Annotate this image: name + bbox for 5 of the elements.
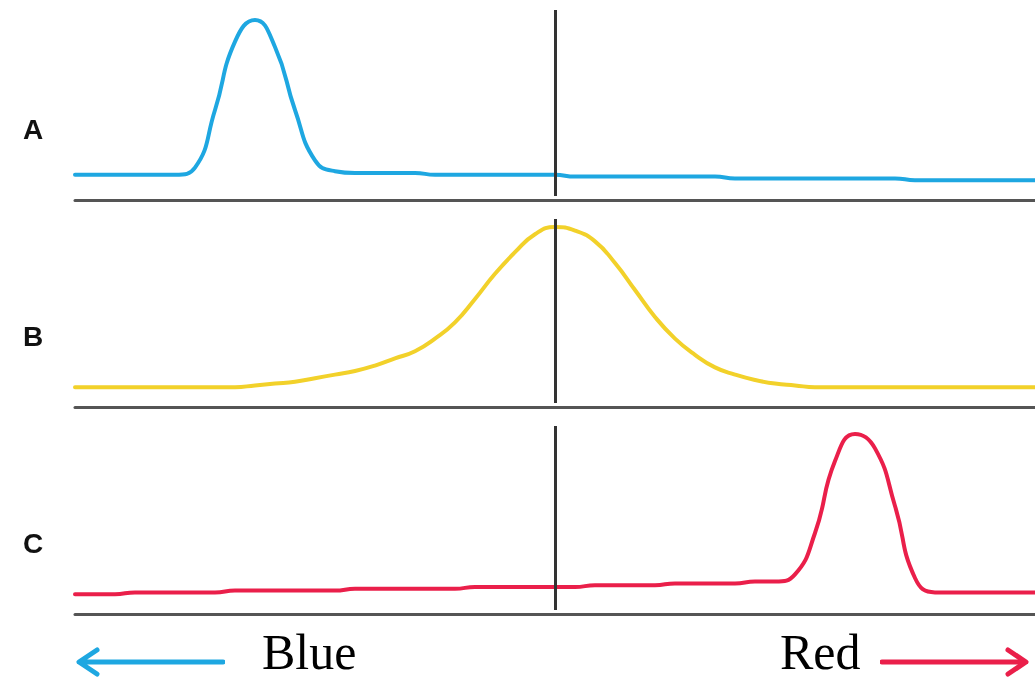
text: Blue <box>262 624 357 680</box>
text: Red <box>780 624 861 680</box>
text: B <box>23 320 44 352</box>
text: C <box>23 527 44 559</box>
text: A <box>23 113 44 145</box>
